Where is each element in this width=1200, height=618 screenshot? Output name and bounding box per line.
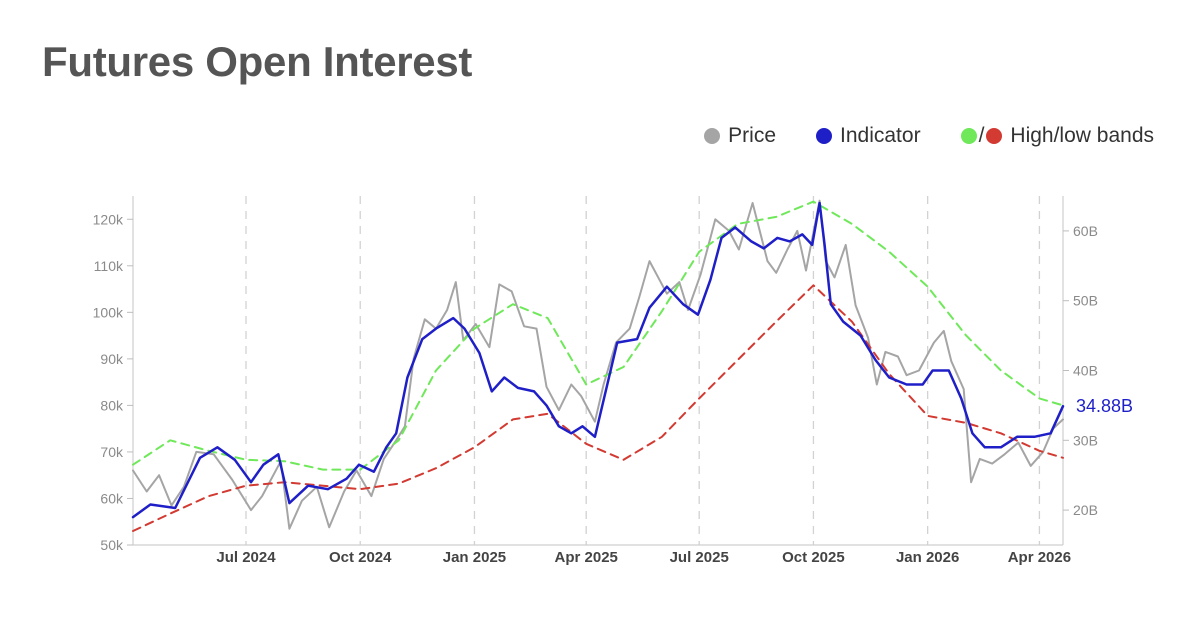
gridlines — [245, 196, 1041, 545]
legend-label-price: Price — [728, 124, 777, 147]
left-tick-label: 90k — [100, 351, 124, 367]
x-tick-label: Jul 2025 — [670, 549, 729, 566]
indicator-last-value-label: 34.88B — [1076, 396, 1133, 416]
right-tick-label: 30B — [1073, 432, 1098, 448]
left-tick-label: 80k — [100, 397, 124, 413]
x-tick-label: Jan 2025 — [443, 549, 506, 566]
chart-legend: Price Indicator / High/low bands — [664, 124, 1154, 148]
price-series-line — [132, 199, 1064, 530]
x-tick-label: Jan 2026 — [896, 549, 959, 566]
right-tick-label: 40B — [1073, 363, 1098, 379]
legend-label-indicator: Indicator — [840, 124, 921, 147]
right-tick-label: 20B — [1073, 502, 1098, 518]
labels: Jul 2024 Oct 2024 Jan 2025 Apr 2025 Jul 2025… — [93, 211, 1133, 566]
axes — [127, 196, 1069, 546]
left-tick-label: 60k — [100, 490, 124, 506]
indicator-legend-dot-icon — [816, 128, 833, 144]
series-layer — [131, 199, 1065, 532]
left-tick-label: 120k — [93, 211, 124, 227]
indicator-series-line — [131, 201, 1065, 519]
high-band-legend-dot-icon — [960, 128, 977, 144]
low-band-series-line — [132, 284, 1064, 532]
left-tick-label: 70k — [100, 444, 124, 460]
legend-label-bands: High/low bands — [1010, 124, 1154, 147]
legend-band-separator: / — [978, 124, 985, 147]
right-tick-label: 50B — [1073, 293, 1098, 309]
x-tick-label: Oct 2025 — [782, 549, 845, 566]
high-band-series-line — [132, 200, 1064, 471]
legend-item-indicator[interactable]: Indicator — [816, 124, 921, 148]
x-tick-label: Jul 2024 — [216, 549, 276, 566]
price-legend-dot-icon — [704, 128, 721, 144]
x-tick-label: Oct 2024 — [329, 549, 392, 566]
legend-item-price[interactable]: Price — [704, 124, 776, 148]
left-tick-label: 110k — [94, 258, 124, 274]
low-band-legend-dot-icon — [986, 128, 1003, 144]
x-tick-label: Apr 2026 — [1008, 549, 1071, 566]
right-tick-label: 60B — [1073, 223, 1098, 239]
left-tick-label: 100k — [93, 304, 124, 320]
left-tick-label: 50k — [100, 537, 124, 553]
page-title: Futures Open Interest — [42, 38, 473, 85]
legend-item-bands[interactable]: / High/low bands — [960, 124, 1154, 148]
x-tick-label: Apr 2025 — [555, 549, 618, 566]
